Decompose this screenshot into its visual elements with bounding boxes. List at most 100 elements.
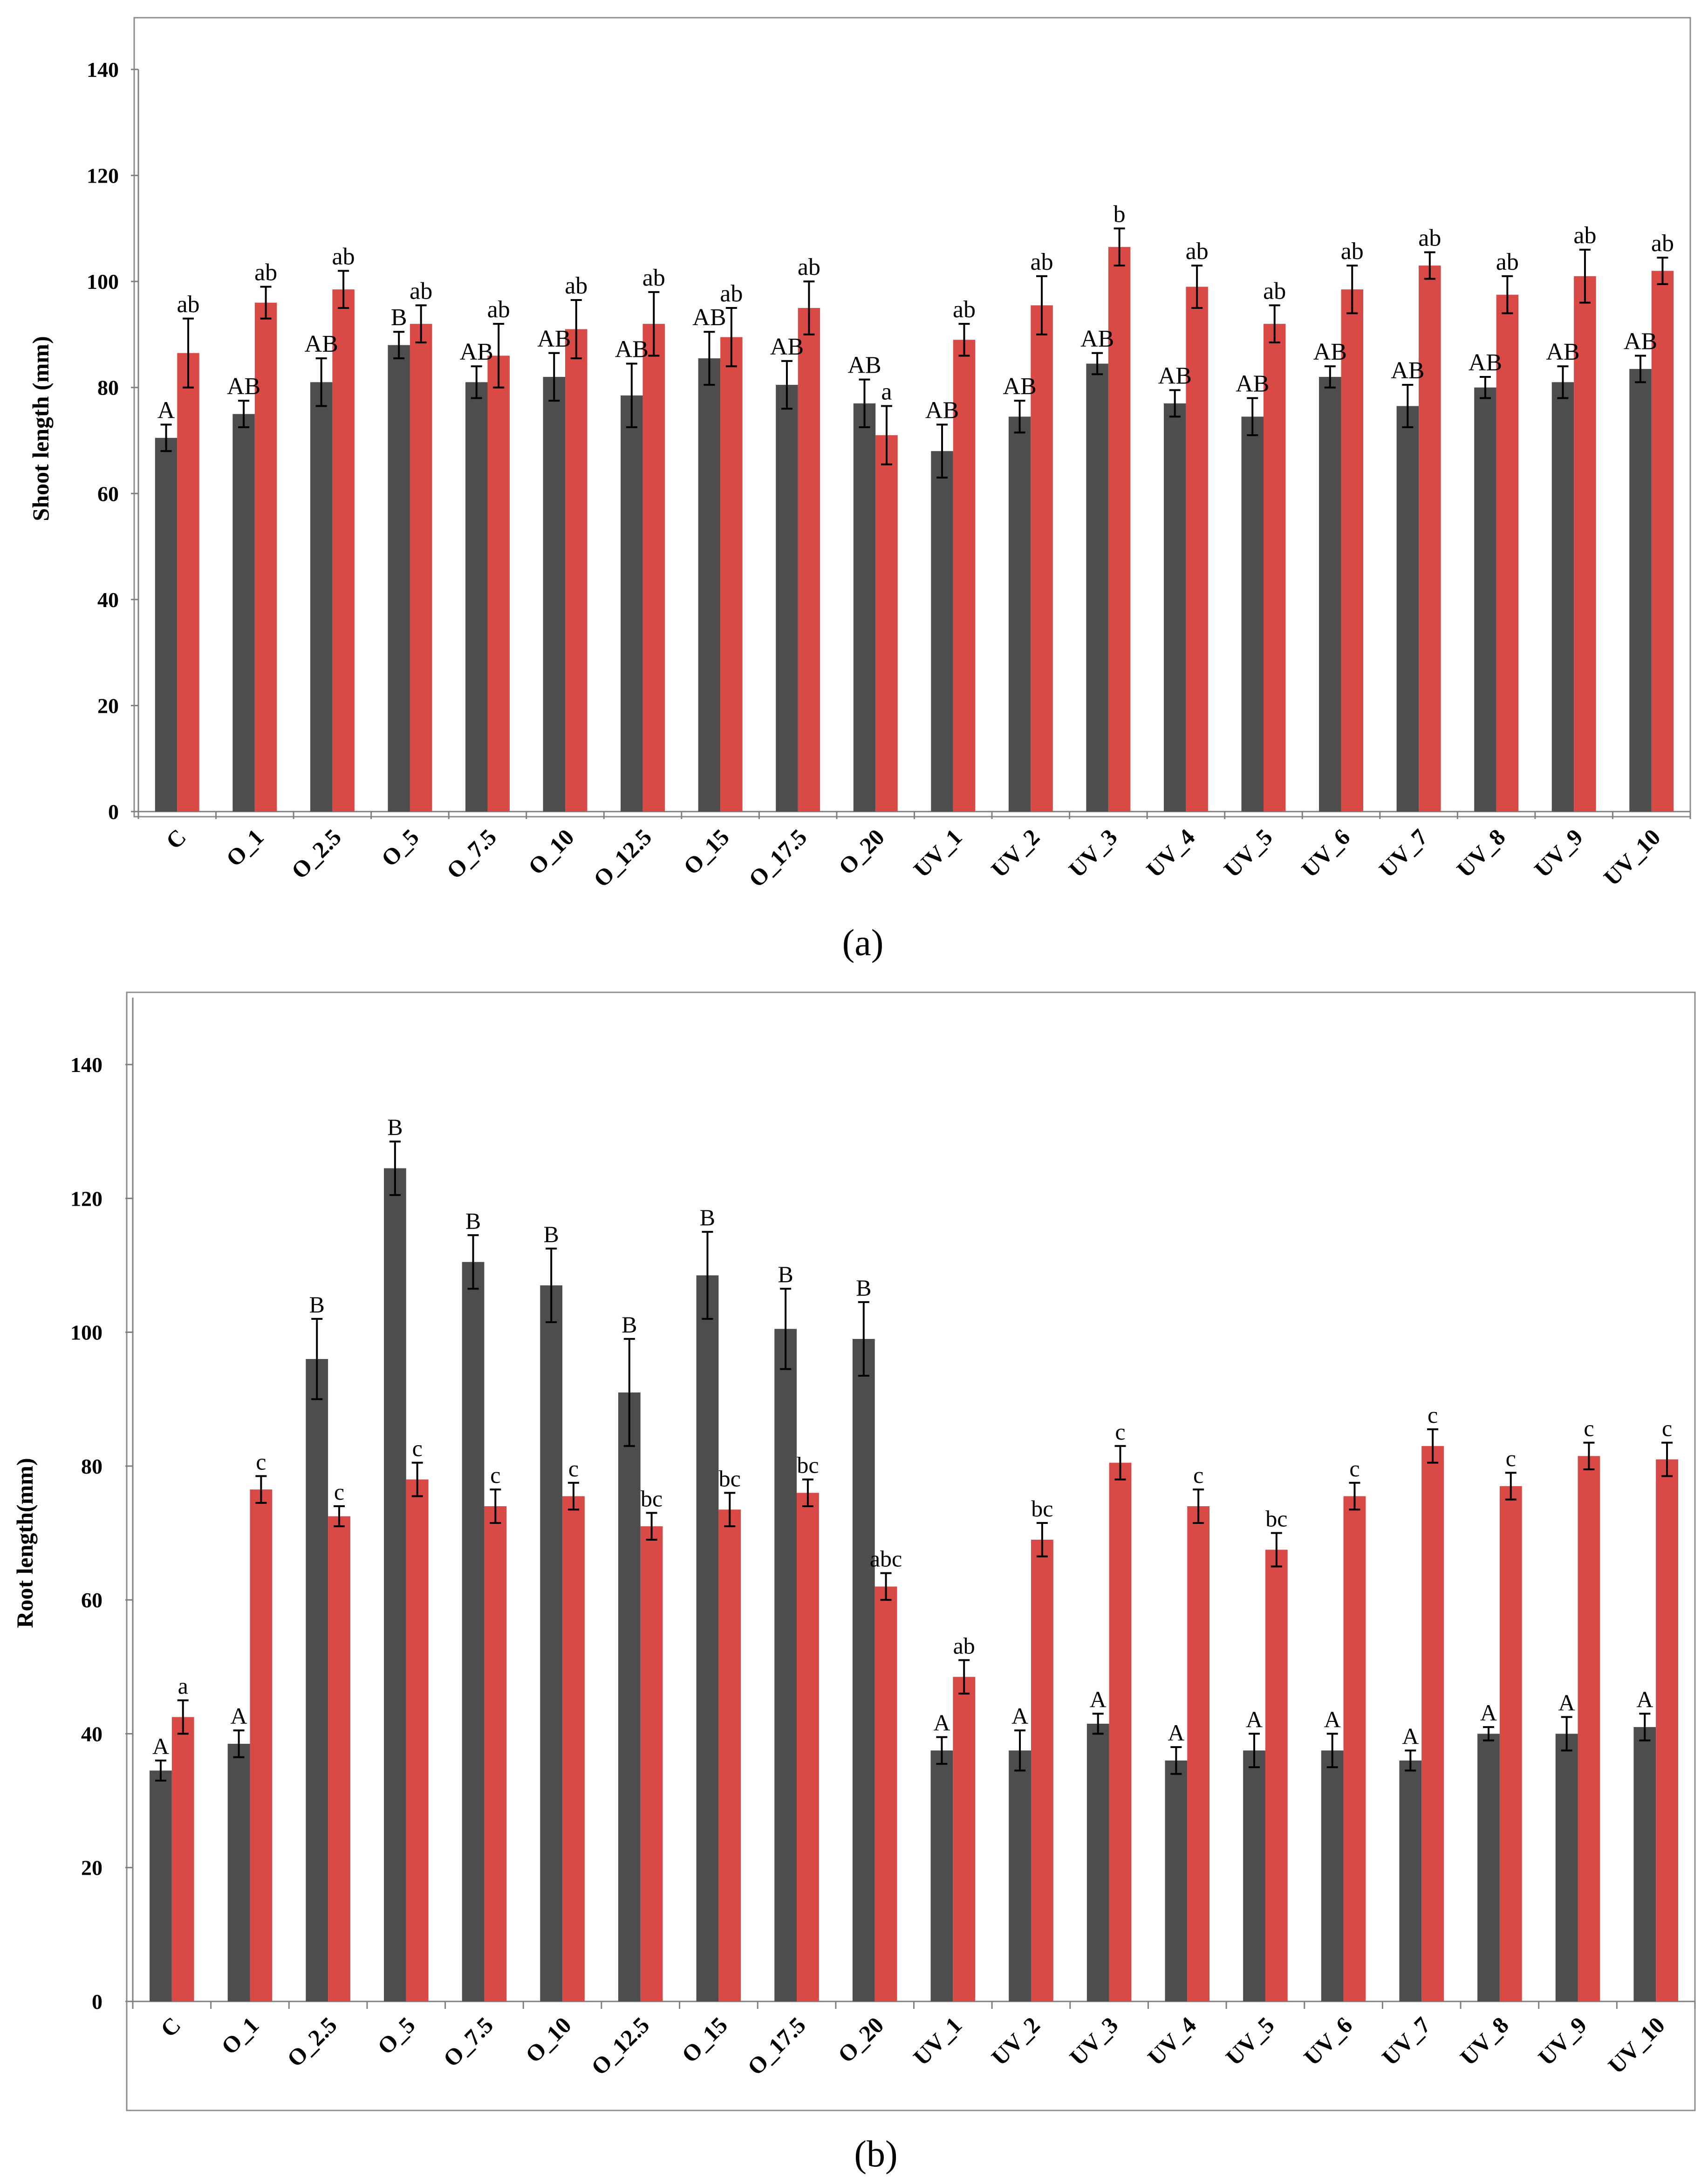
x-category-label: O_12.5 [586,2012,655,2080]
significance-label: c [1506,1445,1516,1471]
bar-series-2 [875,435,898,812]
significance-label: ab [953,296,976,323]
bar-series-2 [1496,294,1519,812]
y-tick-label: 140 [87,58,119,82]
bar-series-2 [874,1586,897,2001]
significance-label: bc [719,1465,741,1491]
bar-series-1 [618,1392,641,2001]
x-category-label: O_2.5 [286,824,346,884]
significance-label: c [1193,1462,1203,1488]
significance-label: ab [1573,222,1596,249]
significance-label: AB [1313,339,1347,365]
bar-series-1 [232,414,255,812]
x-category-label: UV_5 [1219,824,1278,882]
x-category-label: O_5 [376,824,424,871]
significance-label: B [700,1204,715,1230]
significance-label: AB [1391,357,1424,384]
error-bar [1191,265,1203,309]
bar-series-1 [388,345,410,812]
bar-series-1 [1319,376,1341,812]
bar-series-1 [1396,406,1419,812]
significance-label: ab [720,280,743,307]
significance-label: ab [565,273,588,299]
significance-label: c [568,1455,579,1482]
error-bar [160,423,172,452]
error-bar [1561,1716,1572,1752]
chart-panel-a: Shoot length (mm) (a) 0 20 40 60 80 100 120 140… [27,17,1691,963]
significance-label: A [1636,1686,1653,1712]
significance-label: c [334,1479,344,1505]
y-tick-label: 80 [81,1454,102,1478]
significance-label: A [1168,1720,1184,1746]
error-bar [1170,1746,1182,1775]
error-bar [1405,1749,1416,1772]
significance-label: AB [227,373,260,400]
significance-label: A [152,1733,169,1759]
bar-series-2 [1186,287,1208,812]
bar-series-2 [797,1493,819,2001]
bar-series-1 [540,1285,563,2001]
y-tick-label: 120 [87,164,119,188]
bar-series-1 [776,385,798,812]
error-bar [493,323,505,389]
bar-series-1 [853,403,876,812]
error-bar [626,362,637,429]
x-category-label: UV_1 [908,2012,967,2070]
bar-series-1 [931,451,953,812]
bar-series-1 [1633,1727,1656,2001]
significance-label: A [1246,1706,1263,1732]
bar-series-1 [150,1770,172,2001]
y-tick-label: 20 [81,1856,102,1880]
bar-series-1 [1165,1760,1188,2001]
y-tick-label: 80 [97,376,119,400]
bar-series-1 [1555,1734,1578,2001]
error-bar [880,1572,892,1601]
x-category-label: O_5 [372,2012,420,2059]
chart-panel-b: Root length(mm) (b) 0 20 40 60 80 100 120 140 C O… [12,991,1696,2175]
bar-series-2 [1265,1550,1288,2001]
bar-series-1 [1086,1723,1109,2001]
error-bar [255,1475,267,1504]
error-bar [936,423,948,479]
significance-label: ab [1031,249,1053,275]
significance-label: AB [615,336,649,363]
significance-label: A [933,1710,950,1736]
x-category-label: UV_2 [986,2012,1045,2070]
error-bar [155,1759,166,1782]
bar-series-2 [1031,305,1053,812]
significance-label: c [412,1435,423,1461]
significance-label: A [1402,1723,1419,1749]
y-tick-label: 40 [81,1722,102,1746]
x-category-label: O_17.5 [744,824,812,892]
bar-series-2 [1343,1496,1366,2001]
significance-label: c [1584,1415,1594,1441]
error-bar [1661,1441,1673,1477]
significance-label: AB [1003,373,1036,400]
significance-label: ab [1186,238,1209,265]
bar-series-2 [1651,271,1674,812]
significance-label: c [1115,1419,1125,1445]
significance-label: bc [1265,1506,1287,1532]
significance-label: bc [797,1452,819,1478]
error-bar [490,1488,501,1524]
bar-series-2 [328,1516,350,2001]
significance-label: AB [692,304,726,331]
x-category-label: UV_8 [1455,2012,1514,2070]
y-tick-label: 140 [70,1053,102,1077]
error-bar [1092,352,1103,376]
significance-label: c [1428,1402,1438,1428]
chart-frame [133,17,1691,818]
y-tick-label: 0 [92,1990,102,2014]
error-bar [958,1659,970,1695]
bar-series-1 [310,382,333,812]
error-bar [1014,400,1025,434]
y-tick-label: 60 [97,482,119,505]
x-category-label: UV_2 [986,824,1045,882]
significance-label: AB [847,352,881,379]
significance-label: c [1662,1415,1672,1441]
significance-label: ab [410,278,432,304]
error-bar [311,1318,323,1400]
bar-series-2 [642,324,665,812]
bar-series-2 [487,355,510,812]
